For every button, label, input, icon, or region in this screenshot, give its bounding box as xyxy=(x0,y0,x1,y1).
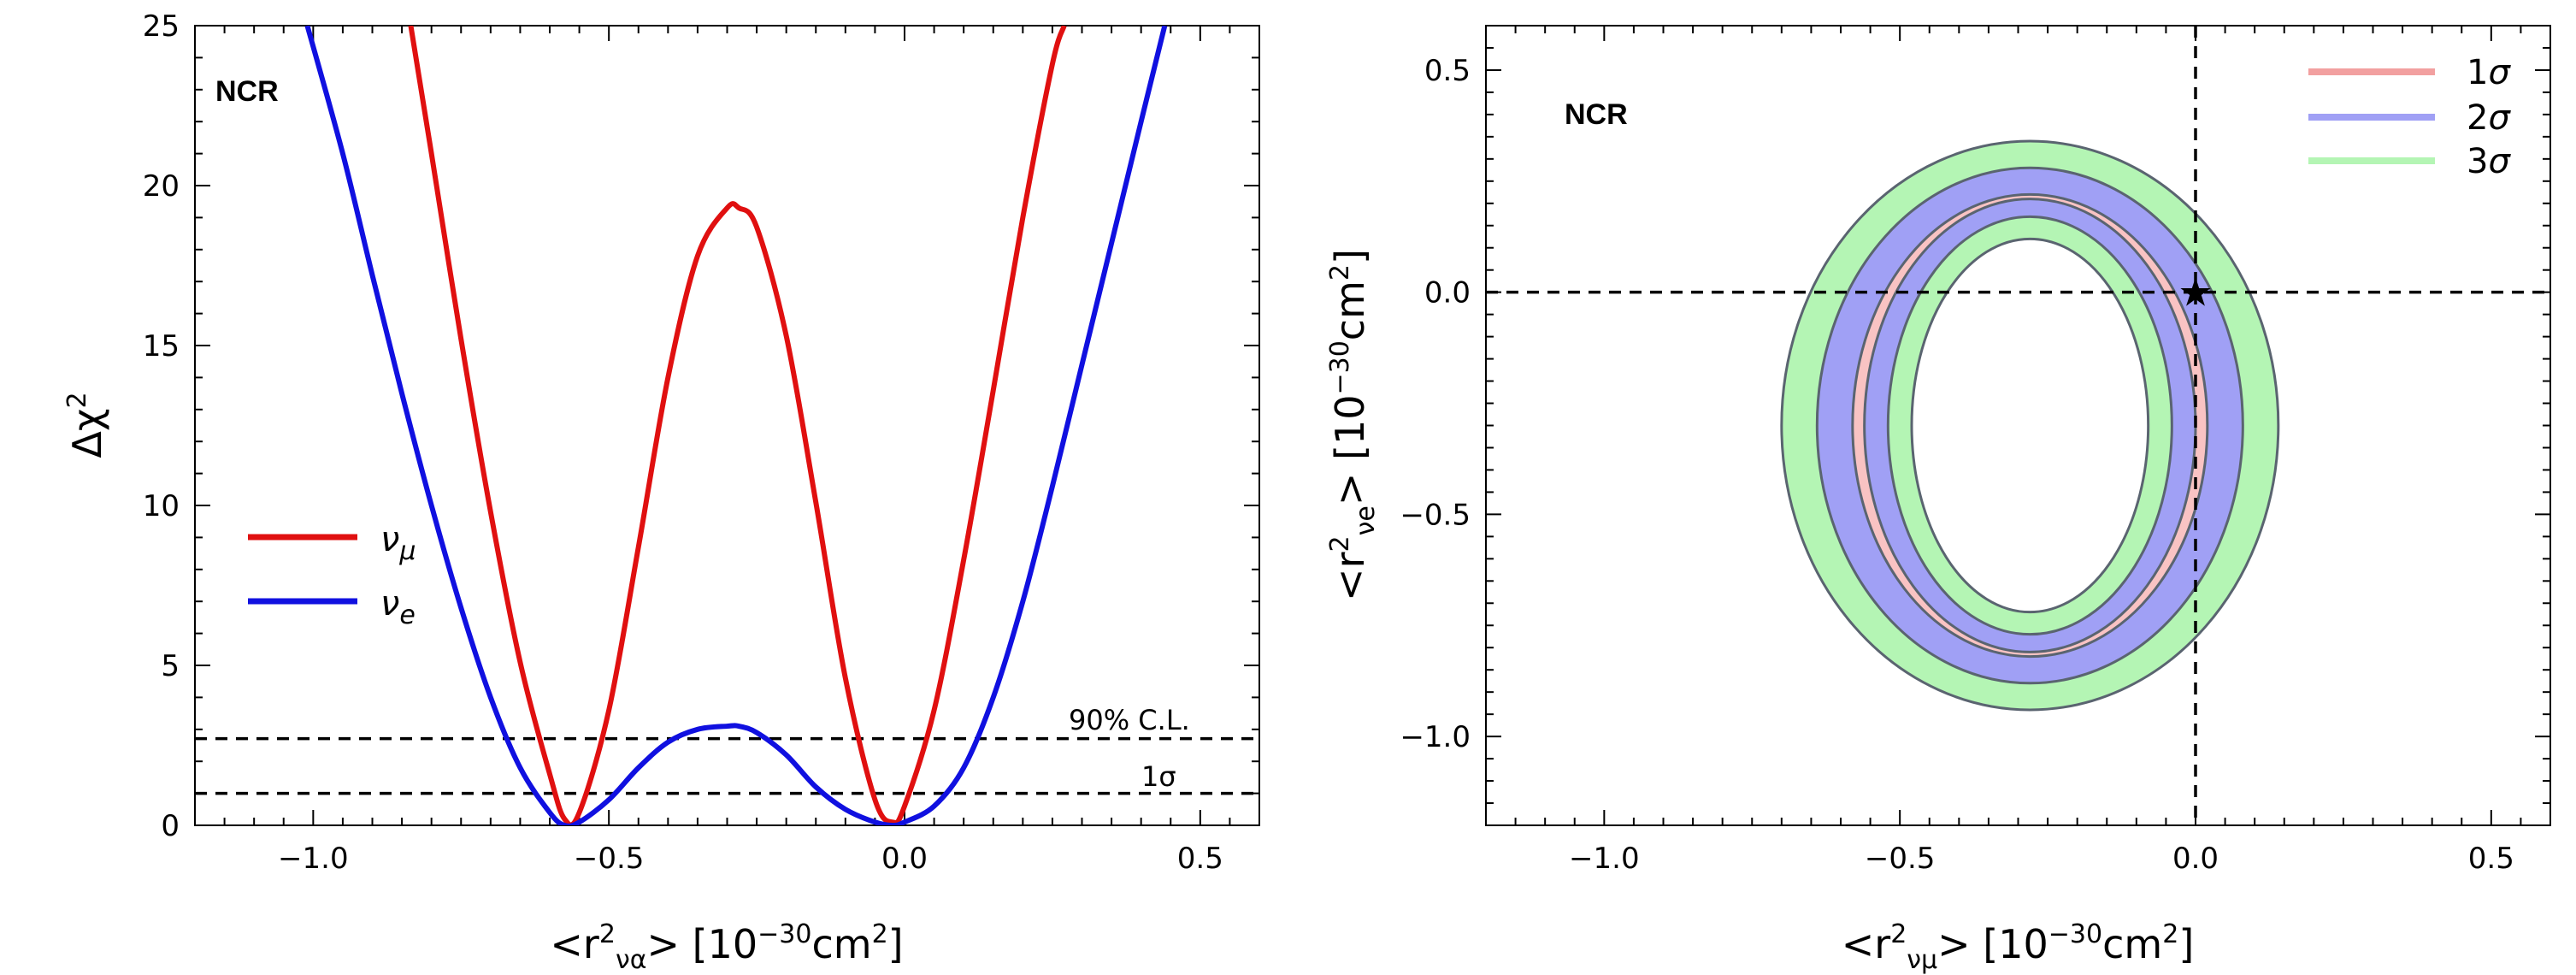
right-x-axis-title: <r2νμ> [10−30cm2] xyxy=(1842,919,2195,975)
left-legend: νμ νe xyxy=(248,520,416,630)
left-y-tick-label: 10 xyxy=(143,489,180,523)
legend-label-2sigma: 2σ xyxy=(2467,98,2511,138)
contour-region-2sigma xyxy=(1815,166,2244,685)
legend-label-1sigma: 1σ xyxy=(2467,53,2511,92)
left-y-tick-label: 20 xyxy=(143,169,180,204)
best-fit-star: ★ xyxy=(2178,269,2213,316)
series-line-nue xyxy=(304,26,1168,825)
right-x-tick-label: −0.5 xyxy=(1865,842,1936,876)
left-x-tick-label: 0.0 xyxy=(881,842,928,876)
left-x-tick-label: 0.5 xyxy=(1177,842,1223,876)
left-x-tick-label: −0.5 xyxy=(574,842,645,876)
right-legend: 1σ 2σ 3σ xyxy=(2308,53,2511,181)
right-tag: NCR xyxy=(1565,98,1628,131)
left-y-tick-label: 5 xyxy=(161,649,180,683)
right-chart: ★ −1.0 −0.5 0.0 0.5 −1.0 −0.5 0.0 0.5 NCR 1σ 2σ… xyxy=(1325,25,2551,975)
right-x-tick-label: −1.0 xyxy=(1569,842,1640,876)
right-x-tick-label: 0.0 xyxy=(2172,842,2219,876)
left-y-tick-label: 25 xyxy=(143,9,180,44)
ref-label-1sigma: 1σ xyxy=(1141,760,1176,793)
legend-label-3sigma: 3σ xyxy=(2467,142,2511,181)
right-y-tick-label: −1.0 xyxy=(1400,720,1471,754)
left-y-tick-label: 15 xyxy=(143,329,180,363)
right-y-tick-label: −0.5 xyxy=(1400,498,1471,532)
left-y-axis-title: Δχ2 xyxy=(62,392,110,458)
right-y-tick-label: 0.0 xyxy=(1424,276,1471,310)
right-x-tick-label: 0.5 xyxy=(2468,842,2514,876)
left-x-tick-label: −1.0 xyxy=(278,842,349,876)
left-x-axis-title: <r2να> [10−30cm2] xyxy=(550,919,903,975)
left-y-tick-label: 0 xyxy=(161,809,180,843)
left-chart: −1.0 −0.5 0.0 0.5 0 5 10 15 20 25 NCR 90% C.L. 1σ… xyxy=(62,9,1260,975)
left-tag: NCR xyxy=(215,75,279,108)
ref-label-90cl: 90% C.L. xyxy=(1069,704,1190,736)
legend-label-numu: νμ xyxy=(380,520,416,566)
right-y-tick-label: 0.5 xyxy=(1424,54,1471,88)
right-y-axis-title: <r2νe> [10−30cm2] xyxy=(1325,249,1381,601)
legend-label-nue: νe xyxy=(380,584,416,630)
series-line-numu xyxy=(408,26,1067,825)
